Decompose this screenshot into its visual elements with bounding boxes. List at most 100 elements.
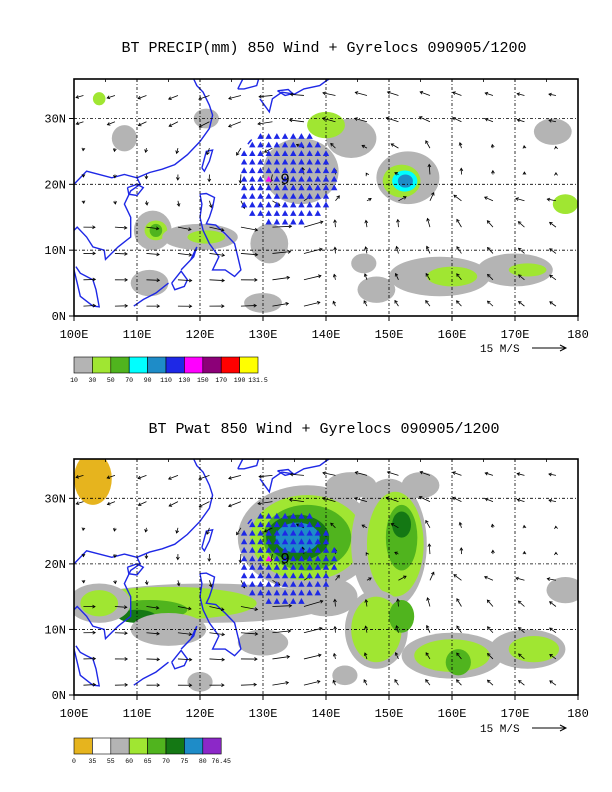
wind-arrow <box>365 220 368 228</box>
wind-arrow <box>428 543 431 555</box>
wind-arrowhead <box>517 221 522 225</box>
wind-arrowhead <box>254 631 259 636</box>
x-tick-label: 140E <box>312 707 341 721</box>
gyre-marker <box>265 141 272 148</box>
wind-arrowhead <box>332 300 337 305</box>
gyre-marker <box>330 555 338 562</box>
gyre-marker <box>290 184 297 191</box>
wind-arrow <box>547 198 557 202</box>
gyre-marker <box>273 158 281 165</box>
wind-arrowhead <box>287 249 292 254</box>
map-field: 9 <box>74 79 578 316</box>
wind-arrowhead <box>363 300 367 304</box>
wind-arrowhead <box>549 653 553 658</box>
gyre-marker <box>314 589 322 596</box>
coastline <box>237 459 260 470</box>
gyre-marker <box>314 581 322 587</box>
gyre-marker <box>314 150 322 156</box>
wind-arrow <box>259 95 273 98</box>
wind-arrow <box>452 471 462 476</box>
wind-arrowhead <box>155 605 160 610</box>
wind-arrowhead <box>456 246 460 250</box>
wind-arrowhead <box>486 599 491 604</box>
gyre-marker <box>306 512 313 519</box>
gyre-marker <box>330 175 338 182</box>
wind-arrowhead <box>427 163 432 168</box>
wind-arrowhead <box>427 543 432 547</box>
wind-arrowhead <box>81 174 86 178</box>
gyre-marker <box>298 133 305 139</box>
wind-arrowhead <box>452 471 456 475</box>
gyre-marker <box>265 598 272 604</box>
wind-arrow <box>177 226 192 230</box>
gyre-marker <box>249 563 256 570</box>
gyre-marker <box>265 192 272 199</box>
wind-arrowhead <box>316 300 321 305</box>
wind-arrow <box>456 652 462 660</box>
gyre-marker <box>281 192 289 199</box>
gyre-marker <box>330 184 338 191</box>
wind-arrow <box>387 91 399 96</box>
wind-arrow <box>228 95 242 100</box>
wind-arrowhead <box>221 657 226 662</box>
gyre-marker <box>306 555 313 562</box>
colorbar-swatch <box>202 737 222 755</box>
wind-arrowhead <box>548 472 552 477</box>
gyre-marker <box>298 141 305 148</box>
wind-arrowhead <box>453 194 458 199</box>
wind-arrowhead <box>75 121 80 126</box>
gyre-marker <box>265 158 272 165</box>
wind-arrow <box>456 273 462 281</box>
gyre-marker <box>306 572 313 579</box>
gyre-marker <box>298 150 305 156</box>
gyre-marker <box>240 192 248 199</box>
wind-arrowhead <box>490 523 495 528</box>
x-tick-label: 140E <box>312 328 341 342</box>
wind-arrow <box>322 117 336 123</box>
gyre-marker <box>306 201 313 208</box>
wind-arrowhead <box>317 653 322 658</box>
vector-key-label: 15 M/S <box>480 724 520 736</box>
wind-arrowhead <box>517 653 522 657</box>
wind-arrow <box>333 274 336 280</box>
wind-arrowhead <box>321 496 326 501</box>
wind-arrowhead <box>386 470 391 475</box>
gyre-marker <box>265 184 272 191</box>
wind-arrow <box>240 684 257 686</box>
gyre-marker <box>249 184 256 191</box>
wind-arrow <box>334 219 336 228</box>
wind-arrow <box>549 274 557 281</box>
wind-arrowhead <box>207 178 212 183</box>
wind-arrowhead <box>288 498 293 502</box>
wind-arrow <box>549 654 557 660</box>
wind-arrow <box>330 522 336 529</box>
wind-arrowhead <box>425 519 429 524</box>
wind-arrowhead <box>113 201 117 205</box>
wind-arrow <box>303 301 320 307</box>
coastline <box>171 270 189 291</box>
wind-arrow <box>548 93 557 96</box>
wind-arrowhead <box>188 227 192 232</box>
gyre-marker <box>281 218 289 225</box>
map-field: 9 <box>74 459 578 695</box>
wind-arrowhead <box>517 680 522 684</box>
wind-arrow <box>518 301 525 307</box>
gyre-marker <box>240 167 248 174</box>
wind-arrow <box>518 221 525 228</box>
wind-arrowhead <box>113 580 117 585</box>
wind-arrow <box>322 92 336 96</box>
wind-arrowhead <box>549 221 553 226</box>
gyre-marker <box>265 133 272 139</box>
wind-arrowhead <box>295 143 300 148</box>
shaded-region <box>92 92 106 106</box>
shaded-region <box>552 194 578 214</box>
wind-arrowhead <box>156 657 161 662</box>
gyre-marker <box>273 538 281 545</box>
gyre-marker <box>273 572 281 579</box>
wind-arrow <box>303 248 323 254</box>
wind-arrowhead <box>257 501 261 506</box>
wind-arrowhead <box>75 501 80 505</box>
wind-arrowhead <box>124 631 128 635</box>
wind-arrow <box>365 599 368 607</box>
coastline <box>74 645 101 687</box>
